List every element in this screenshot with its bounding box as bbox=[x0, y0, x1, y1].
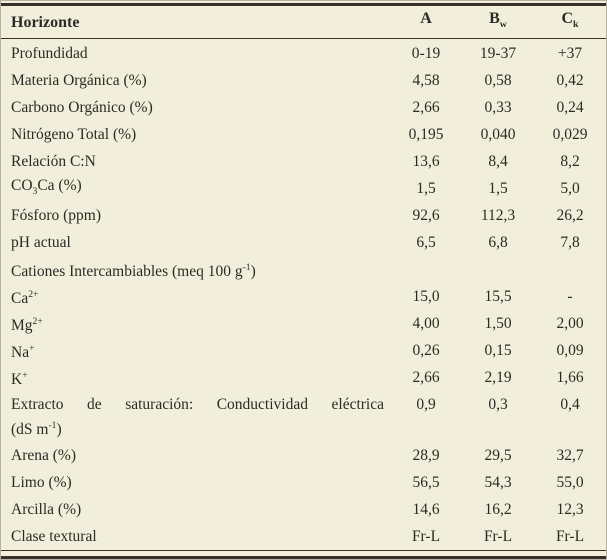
table-row-materia-organica: Materia Orgánica (%) 4,58 0,58 0,42 bbox=[1, 67, 606, 94]
bottom-divider-rule bbox=[1, 550, 606, 551]
cell-ph-actual-A: 6,5 bbox=[416, 234, 436, 251]
table-row-co3ca: CO3Ca (%) 1,5 1,5 5,0 bbox=[1, 175, 606, 202]
cell-clase-textural-Bw: Fr-L bbox=[483, 528, 513, 545]
cell-limo-Bw: 54,3 bbox=[484, 474, 512, 491]
cell-extracto-saturacion-A: 0,9 bbox=[416, 396, 436, 413]
bottom-rule bbox=[1, 556, 606, 559]
cell-materia-organica-A: 4,58 bbox=[412, 72, 440, 89]
cell-carbono-organico-Bw: 0,33 bbox=[484, 99, 512, 116]
cell-fosforo-Ck: 26,2 bbox=[556, 207, 584, 224]
row-label-ph-actual: pH actual bbox=[11, 234, 71, 251]
cell-na-Ck: 0,09 bbox=[556, 342, 584, 359]
row-label-extracto-saturacion: Extracto de saturación: Conductividad eléctr… bbox=[11, 396, 384, 439]
header-col-a: A bbox=[420, 10, 432, 28]
cell-ph-actual-Bw: 6,8 bbox=[488, 234, 508, 251]
cell-k-A: 2,66 bbox=[412, 369, 440, 386]
cell-profundidad-Bw: 19-37 bbox=[479, 45, 517, 62]
cell-arcilla-A: 14,6 bbox=[412, 501, 440, 518]
cell-nitrogeno-total-Bw: 0,040 bbox=[480, 126, 516, 143]
header-col-ck: Ck bbox=[561, 10, 579, 31]
row-label-cationes-intercambiables: Cationes Intercambiables (meq 100 g-1) bbox=[11, 261, 256, 281]
cell-mg-Bw: 1,50 bbox=[484, 315, 512, 332]
row-label-co3ca: CO3Ca (%) bbox=[11, 176, 82, 198]
cell-mg-Ck: 2,00 bbox=[556, 315, 584, 332]
top-rule bbox=[1, 3, 606, 6]
table-row-relacion-cn: Relación C:N 13,6 8,4 8,2 bbox=[1, 148, 606, 175]
table-row-arcilla: Arcilla (%) 14,6 16,2 12,3 bbox=[1, 496, 606, 523]
cell-clase-textural-Ck: Fr-L bbox=[555, 528, 585, 545]
row-label-relacion-cn: Relación C:N bbox=[11, 153, 96, 170]
cell-nitrogeno-total-Ck: 0,029 bbox=[552, 126, 588, 143]
cell-relacion-cn-Bw: 8,4 bbox=[488, 153, 508, 170]
cell-k-Bw: 2,19 bbox=[484, 369, 512, 386]
row-label-nitrogeno-total: Nitrógeno Total (%) bbox=[11, 126, 137, 143]
table-row-na: Na+ 0,26 0,15 0,09 bbox=[1, 337, 606, 364]
cell-limo-Ck: 55,0 bbox=[556, 474, 584, 491]
cell-arena-Ck: 32,7 bbox=[556, 447, 584, 464]
row-label-profundidad: Profundidad bbox=[11, 45, 88, 62]
cell-relacion-cn-Ck: 8,2 bbox=[560, 153, 580, 170]
cell-k-Ck: 1,66 bbox=[556, 369, 584, 386]
cell-arcilla-Ck: 12,3 bbox=[556, 501, 584, 518]
cell-limo-A: 56,5 bbox=[412, 474, 440, 491]
table-row-cationes-intercambiables: Cationes Intercambiables (meq 100 g-1) bbox=[1, 256, 606, 283]
row-label-materia-organica: Materia Orgánica (%) bbox=[11, 72, 147, 89]
row-label-na: Na+ bbox=[11, 342, 35, 362]
cell-arena-Bw: 29,5 bbox=[484, 447, 512, 464]
cell-extracto-saturacion-Bw: 0,3 bbox=[488, 396, 508, 413]
cell-arcilla-Bw: 16,2 bbox=[484, 501, 512, 518]
row-label-arcilla: Arcilla (%) bbox=[11, 501, 82, 518]
table-row-ca: Ca2+ 15,0 15,5 - bbox=[1, 283, 606, 310]
table-row-limo: Limo (%) 56,5 54,3 55,0 bbox=[1, 469, 606, 496]
cell-co3ca-Bw: 1,5 bbox=[488, 180, 508, 197]
table-row-fosforo: Fósforo (ppm) 92,6 112,3 26,2 bbox=[1, 202, 606, 229]
cell-na-Bw: 0,15 bbox=[484, 342, 512, 359]
cell-co3ca-A: 1,5 bbox=[416, 180, 436, 197]
row-label-k: K+ bbox=[11, 369, 28, 389]
cell-nitrogeno-total-A: 0,195 bbox=[408, 126, 444, 143]
table-row-carbono-organico: Carbono Orgánico (%) 2,66 0,33 0,24 bbox=[1, 94, 606, 121]
row-label-fosforo: Fósforo (ppm) bbox=[11, 207, 101, 224]
cell-fosforo-Bw: 112,3 bbox=[480, 207, 516, 224]
cell-profundidad-Ck: +37 bbox=[557, 45, 583, 62]
row-label-ca: Ca2+ bbox=[11, 288, 39, 308]
cell-clase-textural-A: Fr-L bbox=[411, 528, 441, 545]
row-label-carbono-organico: Carbono Orgánico (%) bbox=[11, 99, 153, 116]
cell-ca-Ck: - bbox=[567, 288, 573, 305]
table-row-clase-textural: Clase textural Fr-L Fr-L Fr-L bbox=[1, 523, 606, 550]
cell-relacion-cn-A: 13,6 bbox=[412, 153, 440, 170]
table-row-extracto-saturacion: Extracto de saturación: Conductividad eléctr… bbox=[1, 391, 606, 442]
cell-materia-organica-Ck: 0,42 bbox=[556, 72, 584, 89]
cell-ph-actual-Ck: 7,8 bbox=[560, 234, 580, 251]
cell-ca-Bw: 15,5 bbox=[484, 288, 512, 305]
table-row-k: K+ 2,66 2,19 1,66 bbox=[1, 364, 606, 391]
row-label-mg: Mg2+ bbox=[11, 315, 43, 335]
table-row-mg: Mg2+ 4,00 1,50 2,00 bbox=[1, 310, 606, 337]
header-horizonte: Horizonte bbox=[11, 13, 80, 31]
cell-carbono-organico-A: 2,66 bbox=[412, 99, 440, 116]
table-row-profundidad: Profundidad 0-19 19-37 +37 bbox=[1, 40, 606, 67]
table-row-ph-actual: pH actual 6,5 6,8 7,8 bbox=[1, 229, 606, 256]
cell-arena-A: 28,9 bbox=[412, 447, 440, 464]
cell-na-A: 0,26 bbox=[412, 342, 440, 359]
cell-materia-organica-Bw: 0,58 bbox=[484, 72, 512, 89]
cell-fosforo-A: 92,6 bbox=[412, 207, 440, 224]
table-row-nitrogeno-total: Nitrógeno Total (%) 0,195 0,040 0,029 bbox=[1, 121, 606, 148]
table-row-arena: Arena (%) 28,9 29,5 32,7 bbox=[1, 442, 606, 469]
cell-mg-A: 4,00 bbox=[412, 315, 440, 332]
header-col-bw: Bw bbox=[489, 10, 507, 31]
cell-profundidad-A: 0-19 bbox=[411, 45, 441, 62]
cell-ca-A: 15,0 bbox=[412, 288, 440, 305]
cell-co3ca-Ck: 5,0 bbox=[560, 180, 580, 197]
row-label-limo: Limo (%) bbox=[11, 474, 72, 491]
cell-carbono-organico-Ck: 0,24 bbox=[556, 99, 584, 116]
table-body: Profundidad 0-19 19-37 +37 Materia Orgánica … bbox=[1, 39, 606, 550]
cell-extracto-saturacion-Ck: 0,4 bbox=[560, 396, 580, 413]
row-label-arena: Arena (%) bbox=[11, 447, 76, 464]
table-header-row: Horizonte A Bw Ck bbox=[1, 6, 606, 38]
row-label-clase-textural: Clase textural bbox=[11, 528, 97, 545]
header-divider-rule bbox=[1, 38, 606, 39]
